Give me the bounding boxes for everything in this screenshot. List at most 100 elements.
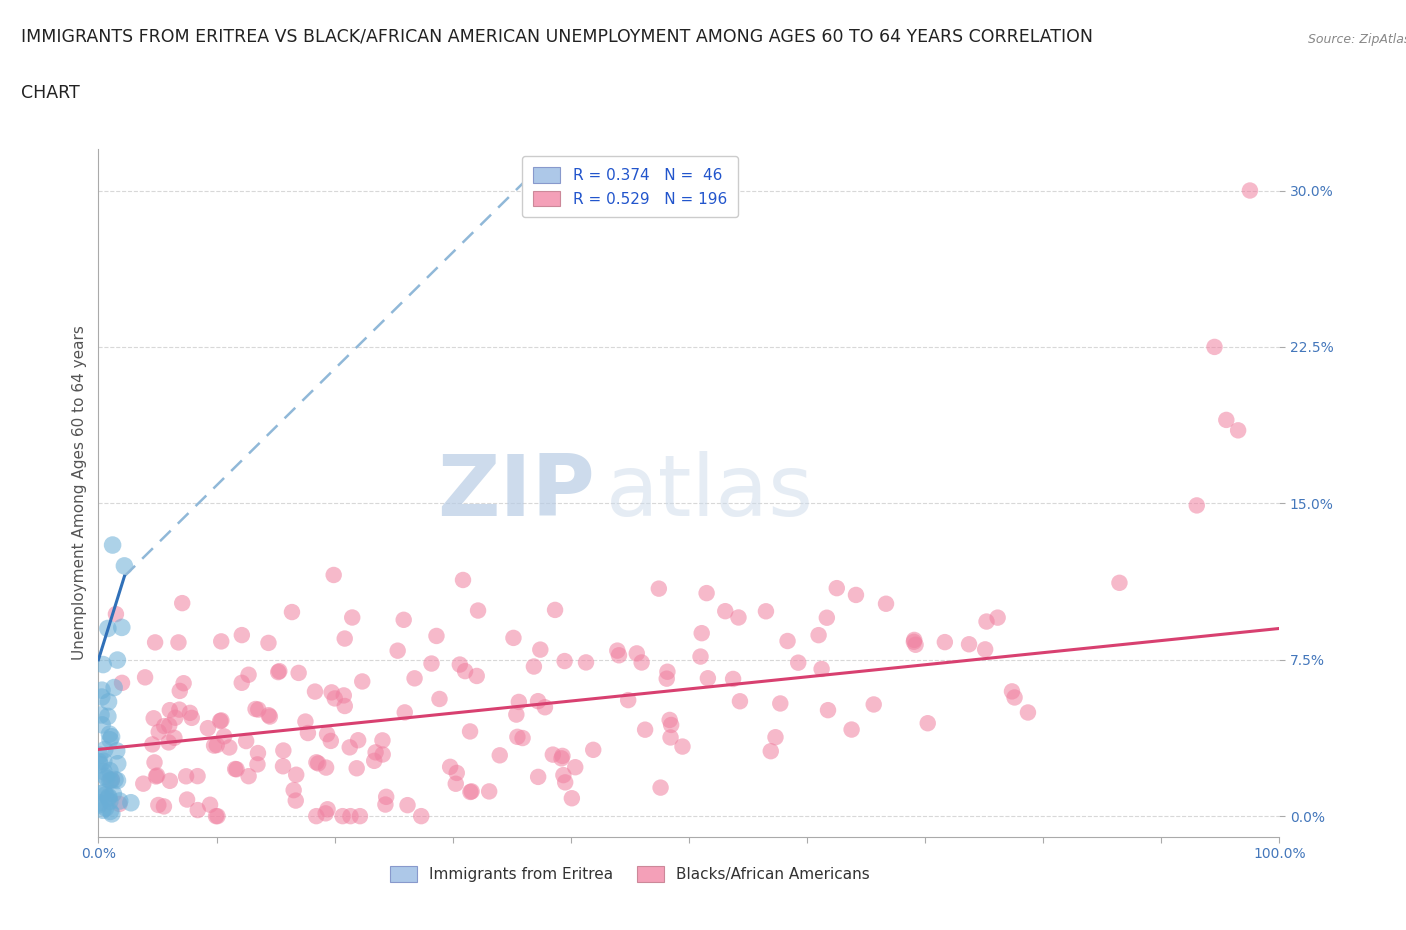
Text: Source: ZipAtlas.com: Source: ZipAtlas.com xyxy=(1308,33,1406,46)
Point xyxy=(371,747,394,762)
Point xyxy=(903,634,925,649)
Point xyxy=(98,804,121,819)
Legend: Immigrants from Eritrea, Blacks/African Americans: Immigrants from Eritrea, Blacks/African … xyxy=(381,857,879,891)
Point xyxy=(91,717,114,732)
Text: CHART: CHART xyxy=(21,84,80,101)
Point xyxy=(159,703,181,718)
Point xyxy=(159,774,181,789)
Point xyxy=(153,719,176,734)
Point xyxy=(246,746,269,761)
Point xyxy=(97,790,120,804)
Point xyxy=(209,713,232,728)
Point xyxy=(689,649,711,664)
Point xyxy=(98,726,121,741)
Point xyxy=(460,785,482,800)
Point xyxy=(810,661,832,676)
Point xyxy=(508,695,530,710)
Point xyxy=(271,759,294,774)
Point xyxy=(297,725,319,740)
Point xyxy=(108,793,131,808)
Point xyxy=(488,748,510,763)
Point xyxy=(257,708,280,723)
Point xyxy=(776,633,799,648)
Point xyxy=(143,635,166,650)
Point xyxy=(176,792,198,807)
Point xyxy=(755,604,778,618)
Point xyxy=(91,683,114,698)
Point xyxy=(659,730,682,745)
Point xyxy=(172,596,194,611)
Point xyxy=(112,558,135,573)
Point xyxy=(655,671,678,686)
Point xyxy=(209,713,232,728)
Point xyxy=(467,603,489,618)
Point xyxy=(146,768,169,783)
Point xyxy=(100,729,122,744)
Point xyxy=(582,742,605,757)
Point xyxy=(287,666,309,681)
Point xyxy=(87,797,110,812)
Point xyxy=(225,762,247,777)
Point xyxy=(728,694,751,709)
Point xyxy=(315,806,337,821)
Point xyxy=(148,724,170,739)
Point xyxy=(657,664,679,679)
Point xyxy=(238,769,260,784)
Point xyxy=(267,665,290,680)
Point xyxy=(93,764,115,779)
Point xyxy=(342,610,364,625)
Point xyxy=(429,692,451,707)
Point xyxy=(696,671,718,685)
Point xyxy=(523,659,546,674)
Point xyxy=(845,588,868,603)
Point xyxy=(658,712,681,727)
Point xyxy=(100,773,122,788)
Point xyxy=(841,722,863,737)
Point xyxy=(315,760,337,775)
Point xyxy=(294,714,316,729)
Point xyxy=(205,809,228,824)
Point xyxy=(104,772,127,787)
Point xyxy=(1185,498,1208,512)
Point xyxy=(143,755,166,770)
Point xyxy=(89,748,111,763)
Point xyxy=(420,656,443,671)
Point xyxy=(807,628,830,643)
Point xyxy=(541,747,564,762)
Point xyxy=(197,721,219,736)
Point xyxy=(104,606,127,621)
Point xyxy=(575,655,598,670)
Point xyxy=(458,724,481,738)
Point xyxy=(626,646,648,661)
Point xyxy=(235,734,257,749)
Point xyxy=(323,691,346,706)
Point xyxy=(148,798,170,813)
Point xyxy=(319,734,342,749)
Point xyxy=(446,765,468,780)
Point xyxy=(142,711,165,725)
Point xyxy=(527,769,550,784)
Point xyxy=(212,729,235,744)
Point xyxy=(96,771,118,786)
Point xyxy=(454,664,477,679)
Point xyxy=(387,644,409,658)
Point xyxy=(218,740,240,755)
Point xyxy=(1004,690,1026,705)
Point xyxy=(371,733,394,748)
Point xyxy=(91,803,114,817)
Point xyxy=(165,711,187,725)
Point xyxy=(505,707,527,722)
Point xyxy=(120,795,142,810)
Point xyxy=(141,737,163,751)
Point xyxy=(167,635,190,650)
Point xyxy=(153,799,176,814)
Point xyxy=(506,729,529,744)
Point xyxy=(787,656,810,671)
Point xyxy=(238,668,260,683)
Point xyxy=(269,664,291,679)
Point xyxy=(769,696,792,711)
Point xyxy=(107,773,129,788)
Point xyxy=(205,737,228,752)
Point xyxy=(283,783,305,798)
Point xyxy=(333,688,356,703)
